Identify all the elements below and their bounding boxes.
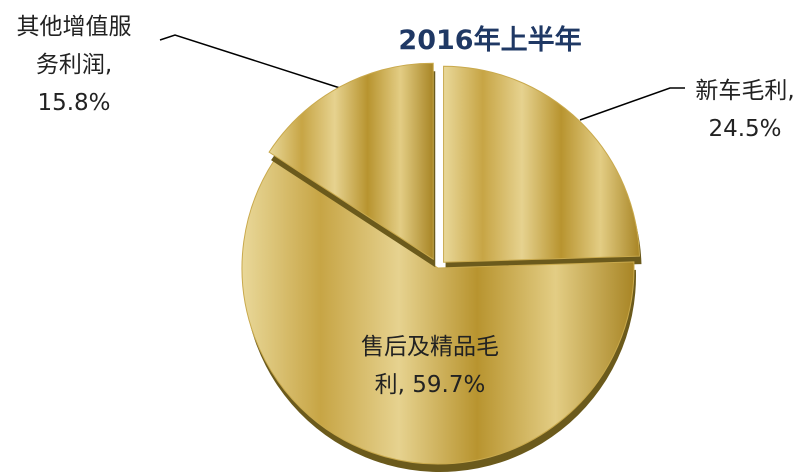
category-label: 售后及精品毛利 [361,334,499,398]
value-label: 24.5% [708,116,782,142]
value-label: 15.8% [37,90,111,116]
leader-line [159,34,341,89]
data-label: 其他增值服务利润, 15.8% [8,8,140,122]
pie-slice [443,65,640,263]
category-label: 新车毛利 [695,78,788,104]
category-label: 其他增值服务利润 [16,14,132,78]
data-label: 售后及精品毛利, 59.7% [360,328,500,404]
value-label: 59.7% [412,372,486,398]
label-separator: , [397,372,405,398]
data-label: 新车毛利, 24.5% [680,72,810,148]
chart-title: 2016年上半年 [398,25,582,56]
pie-slice [268,62,434,261]
label-separator: , [787,78,795,104]
pie-slice [241,160,635,465]
leader-line [579,87,685,121]
label-separator: , [104,52,113,78]
